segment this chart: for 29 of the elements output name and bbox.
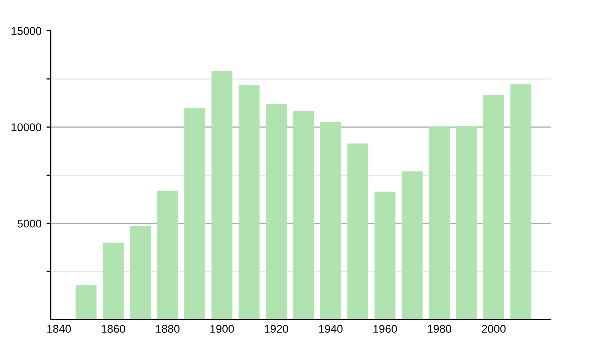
x-tick-label: 1900 (210, 325, 234, 334)
x-tick-label: 1980 (428, 325, 452, 334)
bar (184, 108, 206, 320)
bar (374, 192, 396, 320)
x-tick-label: 1840 (48, 325, 72, 334)
x-tick-label: 1960 (374, 325, 398, 334)
bar (348, 144, 369, 320)
bar (212, 71, 233, 320)
x-tick-label: 1920 (265, 325, 288, 334)
y-tick-label: 5000 (18, 220, 42, 228)
bar (103, 242, 124, 320)
bar (157, 190, 178, 320)
bar (293, 110, 314, 320)
bar (483, 96, 504, 320)
bar (402, 172, 423, 320)
bar (456, 126, 478, 320)
x-tick-label: 2000 (482, 325, 506, 334)
x-tick-label: 1860 (102, 325, 126, 334)
bar (510, 84, 532, 320)
y-tick-label: 10000 (12, 124, 42, 132)
bar (130, 226, 152, 320)
bar (320, 122, 342, 320)
bar (76, 285, 97, 320)
y-tick-label: 15000 (12, 27, 42, 36)
x-tick-label: 1880 (156, 325, 180, 334)
x-tick-label: 1940 (319, 325, 343, 334)
bar (238, 84, 260, 320)
bar (429, 127, 450, 320)
bar (266, 104, 288, 320)
